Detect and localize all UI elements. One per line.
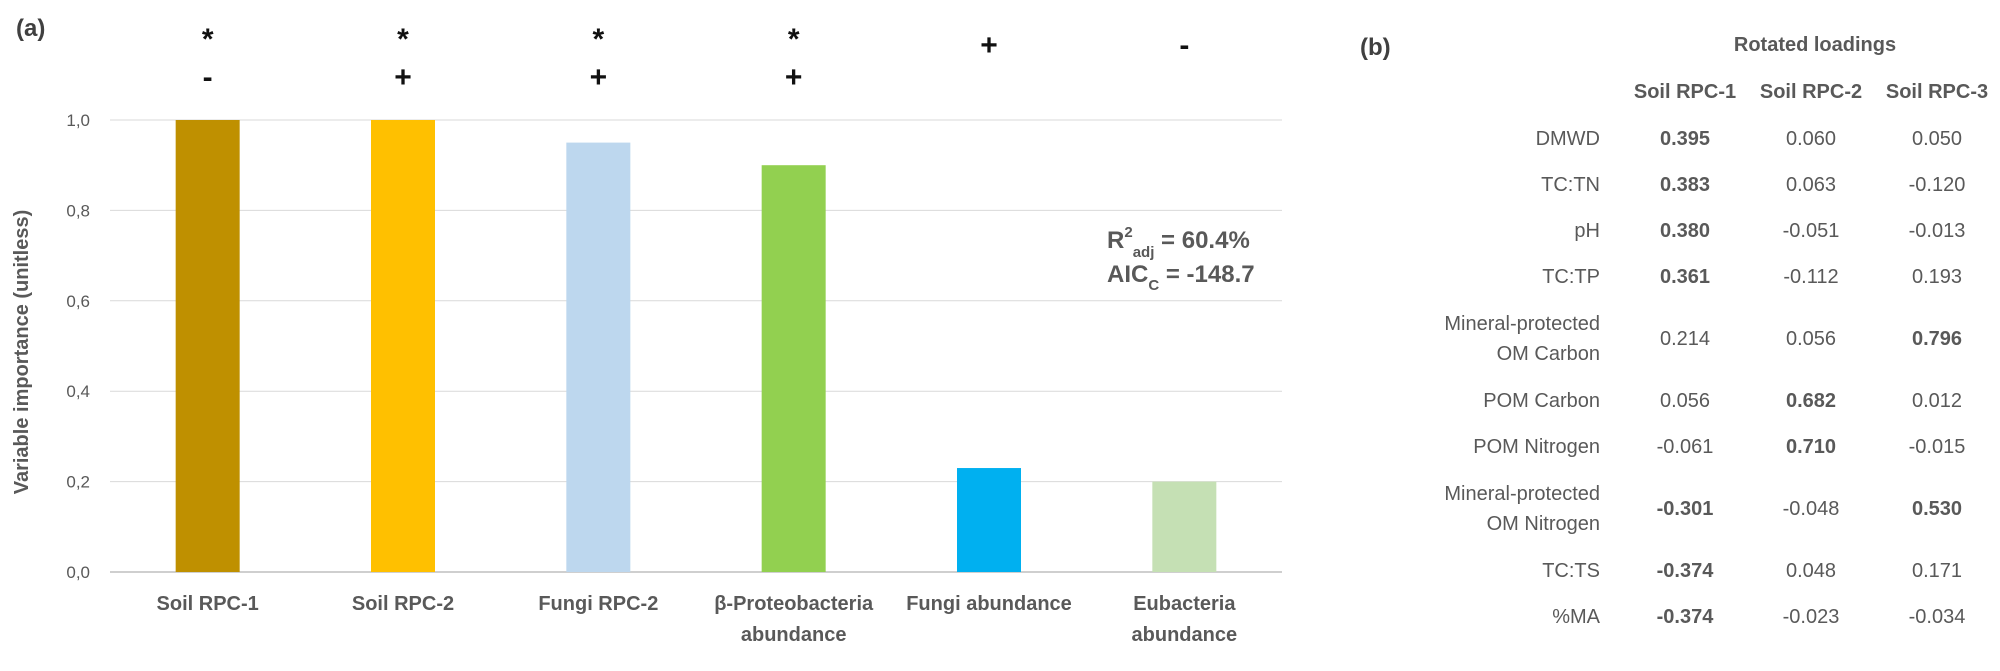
category-label: β-Proteobacteria abundance <box>714 593 874 646</box>
category-label: Fungi abundance <box>906 593 1072 615</box>
x-axis-labels: Soil RPC-1 Soil RPC-2 Fungi RPC-2 β-Proteob… <box>157 593 1238 646</box>
aic-annotation: AICC = -148.7 <box>1107 261 1255 294</box>
loading-value: 0.380 <box>1659 219 1711 242</box>
category-label: Soil RPC-1 <box>157 593 259 615</box>
bar <box>1152 481 1217 572</box>
table-row: POM Carbon 0.056 0.682 0.012 <box>1360 378 2000 424</box>
panel-b-label: (b) <box>1360 34 1391 61</box>
y-tick-label: 0,0 <box>66 563 90 582</box>
category-label: Eubacteria abundance <box>1132 593 1238 646</box>
loading-value: 0.395 <box>1659 127 1711 150</box>
loadings-panel: (b) Rotated loadings Soil RPC-1 Soil RPC… <box>1360 24 2000 664</box>
loading-value: 0.682 <box>1785 389 1837 412</box>
variable-name: Mineral-protected OM Carbon <box>1444 313 1600 365</box>
loading-value: 0.193 <box>1911 265 1963 288</box>
loading-value: -0.015 <box>1908 435 1966 458</box>
variable-name: pH <box>1574 220 1600 242</box>
loading-value: 0.056 <box>1659 389 1711 412</box>
loading-value: -0.034 <box>1908 605 1966 628</box>
bar <box>566 142 631 572</box>
bar <box>175 120 240 572</box>
table-header-row: Soil RPC-1 Soil RPC-2 Soil RPC-3 <box>1360 68 2000 116</box>
loading-value: 0.361 <box>1659 265 1711 288</box>
r2-annotation: R2adj = 60.4% <box>1107 224 1250 261</box>
y-tick-label: 0,6 <box>66 292 90 311</box>
column-header: Soil RPC-3 <box>1885 80 1989 103</box>
table-row: %MA -0.374 -0.023 -0.034 <box>1360 594 2000 640</box>
loading-value: 0.796 <box>1911 327 1963 350</box>
y-tick-label: 0,2 <box>66 473 90 492</box>
effect-direction: + <box>980 29 998 62</box>
significance-star: * <box>397 23 409 56</box>
table-row: Mineral-protected OM Carbon 0.214 0.056 0.79… <box>1360 300 2000 378</box>
variable-name: %MA <box>1552 606 1600 628</box>
category-label: Fungi RPC-2 <box>538 593 658 615</box>
panel-a-label: (a) <box>16 15 45 42</box>
effect-direction: + <box>590 61 608 94</box>
significance-star: * <box>788 23 800 56</box>
loading-value: 0.710 <box>1785 435 1837 458</box>
loading-value: -0.120 <box>1908 173 1966 196</box>
loading-value: -0.112 <box>1783 265 1839 288</box>
bar <box>957 468 1021 572</box>
y-tick-label: 0,8 <box>66 201 90 220</box>
variable-name: Mineral-protected OM Nitrogen <box>1444 483 1600 535</box>
loading-value: -0.061 <box>1656 435 1714 458</box>
gridlines <box>110 119 1282 573</box>
loading-value: 0.214 <box>1659 327 1711 350</box>
variable-name: TC:TN <box>1541 174 1600 196</box>
bar <box>371 120 435 572</box>
significance-star: * <box>202 23 214 56</box>
table-row: pH 0.380 -0.051 -0.013 <box>1360 208 2000 254</box>
effect-direction: - <box>203 61 213 94</box>
loading-value: 0.383 <box>1659 173 1711 196</box>
bar-chart: (a) 0,00,20,40,60,81,0 Soil RPC-1 Soil RP… <box>11 15 1282 646</box>
table-row: DMWD 0.395 0.060 0.050 <box>1360 116 2000 162</box>
loading-value: -0.374 <box>1656 605 1714 628</box>
table-row: POM Nitrogen -0.061 0.710 -0.015 <box>1360 424 2000 470</box>
loading-value: -0.013 <box>1908 219 1966 242</box>
loading-value: -0.023 <box>1782 605 1840 628</box>
variable-name: POM Nitrogen <box>1473 436 1600 458</box>
variable-name: DMWD <box>1535 128 1600 150</box>
y-tick-label: 0,4 <box>66 382 90 401</box>
variable-name: POM Carbon <box>1483 390 1600 412</box>
y-axis-title: Variable importance (unitless) <box>11 210 33 495</box>
effect-direction: + <box>394 61 412 94</box>
loading-value: 0.048 <box>1785 559 1837 582</box>
column-header: Soil RPC-1 <box>1633 80 1737 103</box>
table-body: DMWD 0.395 0.060 0.050 TC:TN 0.383 0.063 -0.120… <box>1360 116 2000 640</box>
loading-value: -0.048 <box>1782 497 1840 520</box>
loading-value: 0.063 <box>1785 173 1837 196</box>
y-axis-ticks: 0,0 0,2 0,4 0,6 0,8 1,0 <box>66 111 90 582</box>
variable-name: TC:TS <box>1542 560 1600 582</box>
loading-value: 0.530 <box>1911 497 1963 520</box>
significance-markers: * - * + * + * + + - <box>202 23 1190 94</box>
loading-value: 0.056 <box>1785 327 1837 350</box>
table-row: TC:TS -0.374 0.048 0.171 <box>1360 548 2000 594</box>
loading-value: 0.060 <box>1785 127 1837 150</box>
variable-name: TC:TP <box>1542 266 1600 288</box>
loadings-table: Soil RPC-1 Soil RPC-2 Soil RPC-3 DMWD 0.3… <box>1360 68 2000 640</box>
table-row: Mineral-protected OM Nitrogen -0.301 -0.048… <box>1360 470 2000 548</box>
effect-direction: + <box>785 61 803 94</box>
bars <box>175 120 1217 572</box>
table-header-corner <box>1360 68 1622 116</box>
loading-value: -0.374 <box>1656 559 1714 582</box>
model-statistics: R2adj = 60.4% AICC = -148.7 <box>1107 224 1255 294</box>
loading-value: 0.012 <box>1911 389 1963 412</box>
bar <box>761 165 826 572</box>
loading-value: -0.301 <box>1656 497 1714 520</box>
table-row: TC:TP 0.361 -0.112 0.193 <box>1360 254 2000 300</box>
category-label: Soil RPC-2 <box>352 593 454 615</box>
loading-value: 0.171 <box>1911 559 1963 582</box>
loading-value: 0.050 <box>1911 127 1963 150</box>
table-row: TC:TN 0.383 0.063 -0.120 <box>1360 162 2000 208</box>
column-header: Soil RPC-2 <box>1759 80 1863 103</box>
table-title: Rotated loadings <box>1733 34 1897 56</box>
y-tick-label: 1,0 <box>66 111 90 130</box>
loading-value: -0.051 <box>1782 219 1840 242</box>
significance-star: * <box>592 23 604 56</box>
effect-direction: - <box>1179 29 1189 62</box>
